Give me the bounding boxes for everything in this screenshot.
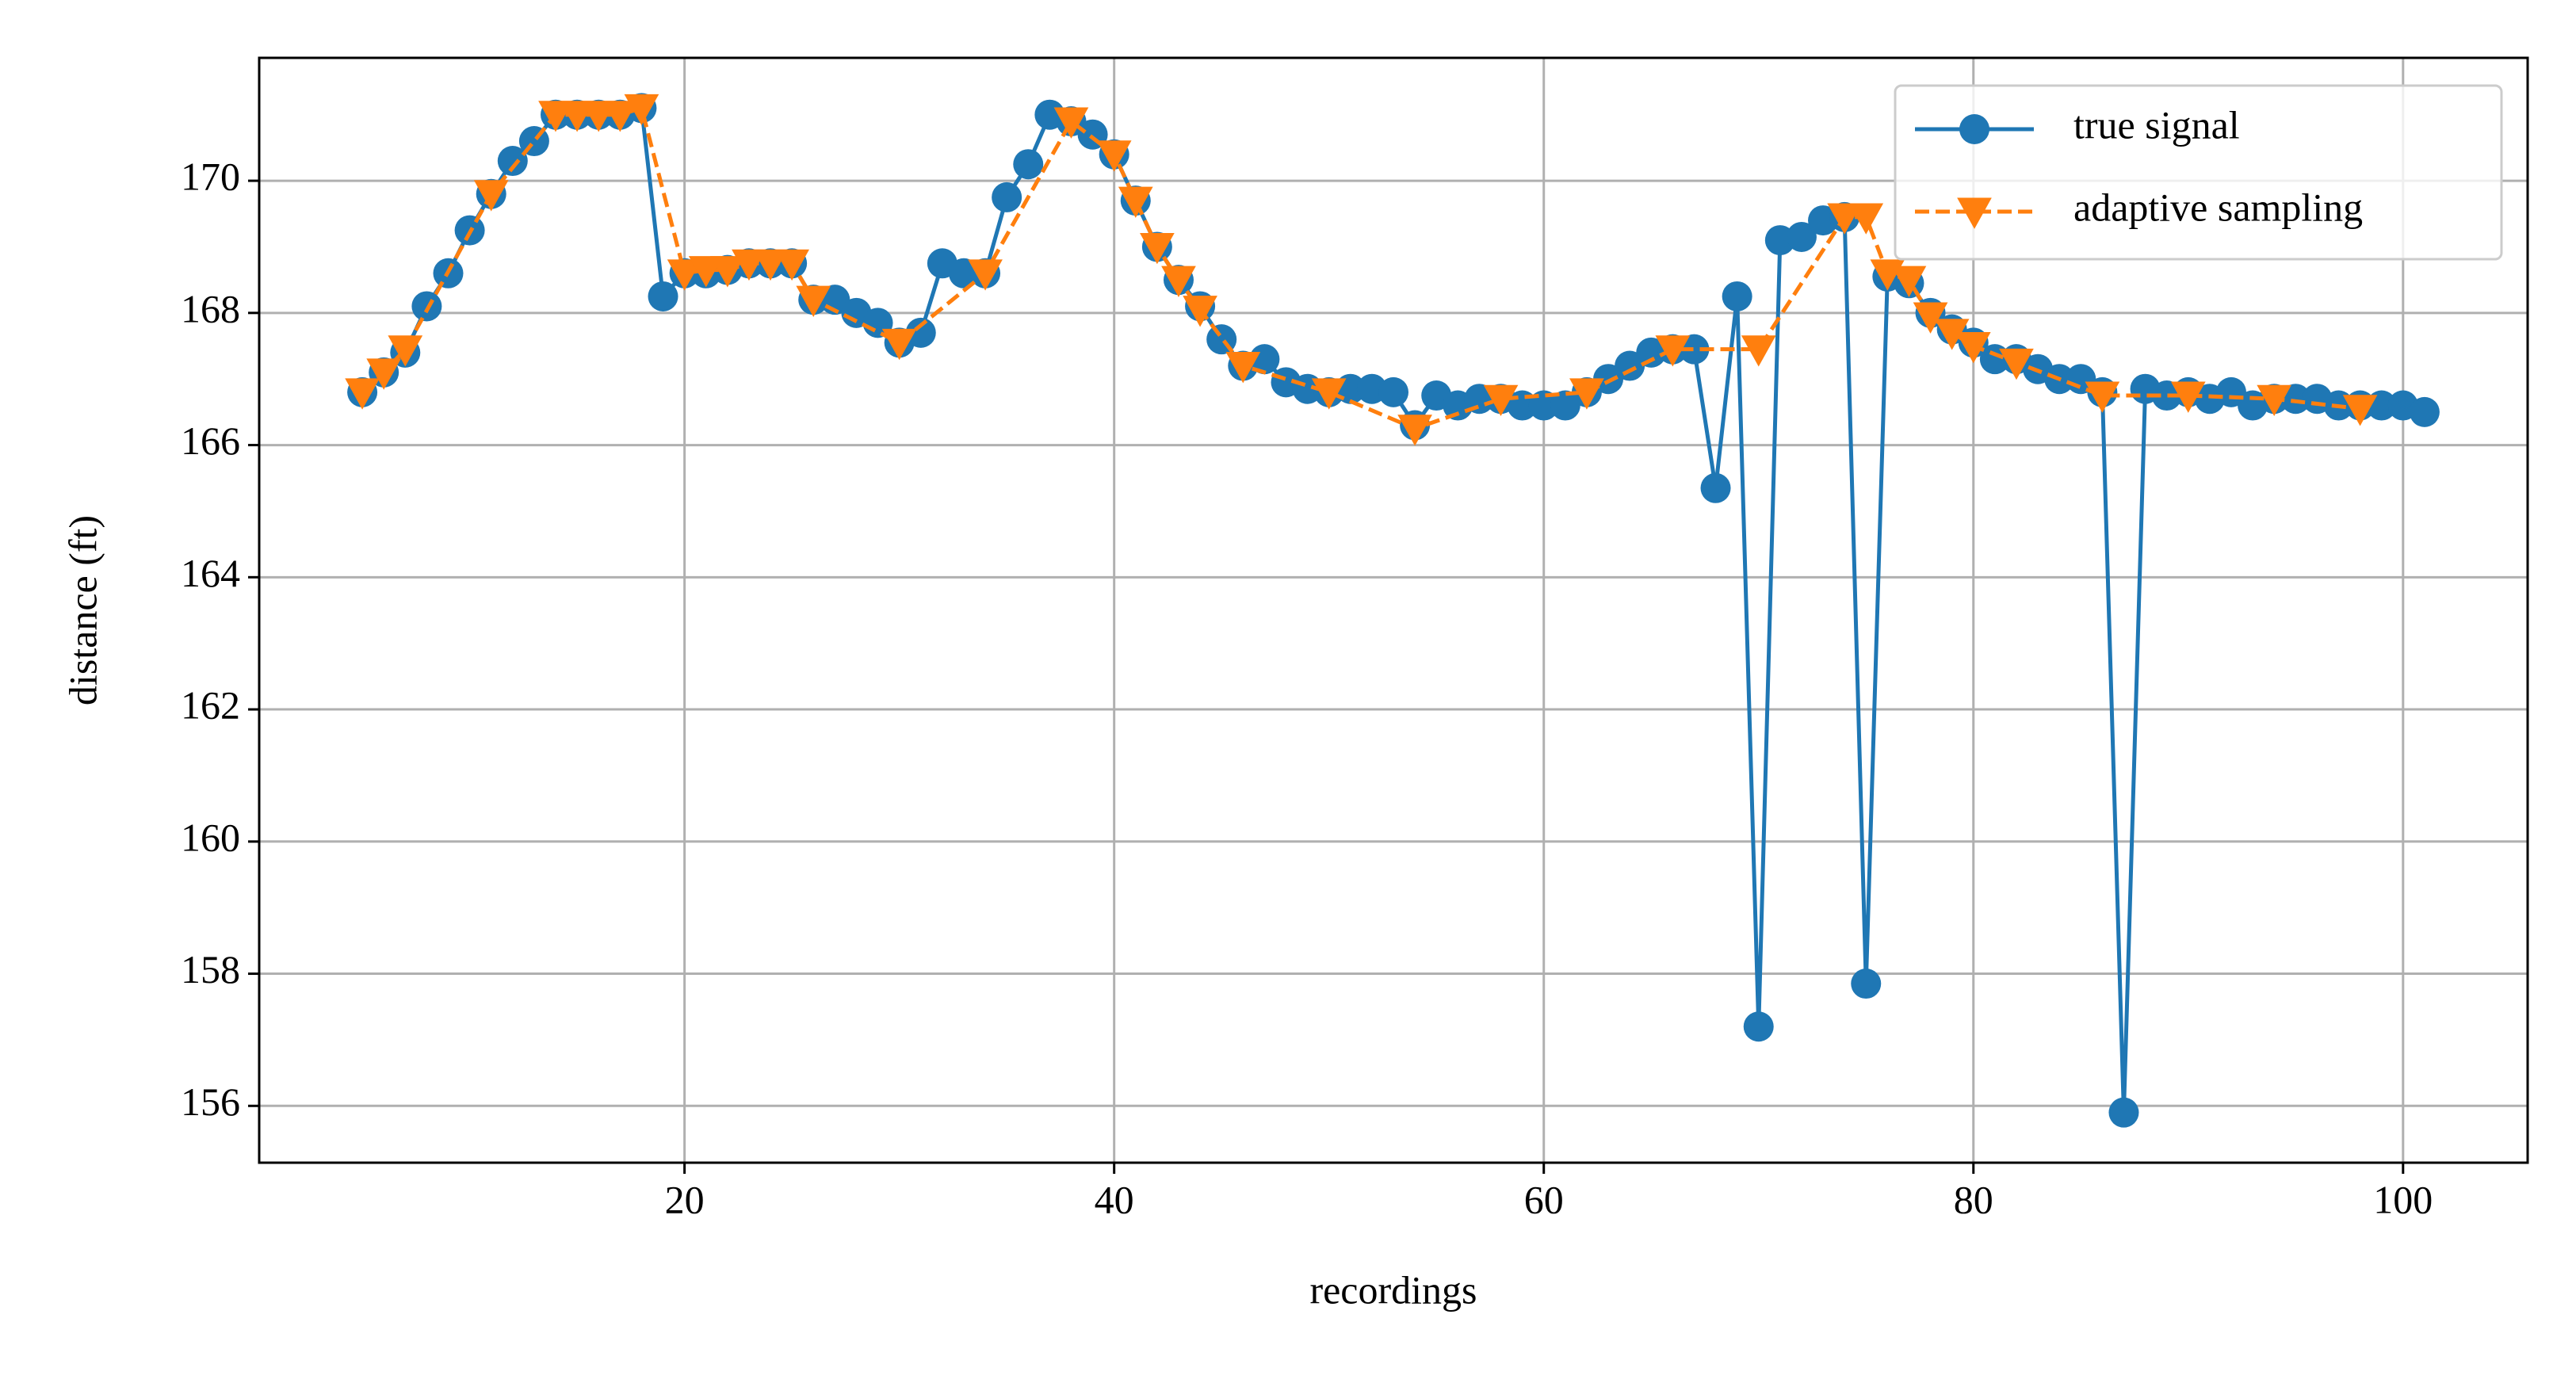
- point: [2085, 381, 2120, 413]
- point: [992, 181, 1022, 212]
- point: [1999, 348, 2034, 380]
- point: [1053, 107, 1089, 139]
- legend-label: adaptive sampling: [2073, 185, 2363, 229]
- point: [1593, 364, 1624, 395]
- point: [796, 285, 831, 317]
- legend-box: [1894, 84, 2503, 261]
- y-tick-label: 162: [181, 683, 240, 728]
- point: [2257, 384, 2292, 417]
- point: [1397, 415, 1432, 446]
- point: [345, 378, 380, 410]
- point: [1013, 149, 1044, 180]
- point: [1550, 390, 1580, 421]
- point: [667, 259, 702, 291]
- y-tick-label: 158: [181, 947, 240, 992]
- x-axis-label: recordings: [1309, 1267, 1477, 1312]
- point: [1464, 384, 1495, 415]
- point: [2409, 396, 2440, 427]
- point: [602, 101, 638, 132]
- point: [1934, 319, 1970, 350]
- point: [1722, 281, 1752, 311]
- point: [411, 291, 442, 322]
- point: [2280, 384, 2311, 415]
- x-tick-label: 80: [1954, 1177, 1993, 1221]
- point: [1483, 384, 1519, 417]
- point: [1161, 266, 1196, 297]
- point: [1743, 1011, 1774, 1042]
- point: [2170, 381, 2206, 413]
- x-tick-label: 20: [665, 1177, 705, 1221]
- point: [905, 317, 936, 348]
- y-tick-label: 156: [181, 1079, 240, 1124]
- point: [1249, 344, 1280, 375]
- point: [1851, 969, 1882, 999]
- y-tick-label: 166: [181, 418, 240, 463]
- point: [1891, 266, 1927, 297]
- point: [881, 328, 917, 361]
- point: [1140, 232, 1175, 265]
- point: [1615, 350, 1645, 381]
- point: [1225, 352, 1261, 384]
- point: [2108, 1097, 2139, 1128]
- y-tick-label: 160: [181, 815, 240, 859]
- point: [2215, 376, 2246, 407]
- y-tick-label: 170: [181, 155, 240, 199]
- point: [774, 249, 809, 281]
- x-tick-label: 100: [2373, 1177, 2433, 1221]
- point: [366, 358, 402, 390]
- y-tick-label: 164: [181, 551, 240, 595]
- legend-label: true signal: [2073, 102, 2240, 147]
- point: [1118, 186, 1153, 218]
- legend-marker: [1959, 114, 1989, 144]
- point: [1741, 335, 1776, 367]
- plot-frame: [258, 56, 2529, 1164]
- x-tick-label: 40: [1095, 1177, 1134, 1221]
- point: [1955, 332, 1991, 364]
- point: [1311, 378, 1347, 410]
- y-tick-label: 168: [181, 286, 240, 331]
- point: [968, 259, 1003, 291]
- point: [1913, 302, 1948, 334]
- point: [1096, 140, 1132, 172]
- point: [1679, 334, 1710, 365]
- point: [709, 256, 745, 288]
- point: [473, 180, 509, 212]
- point: [648, 281, 678, 311]
- x-tick-label: 60: [1524, 1177, 1564, 1221]
- legend-marker: [1957, 197, 1992, 229]
- point: [1786, 221, 1817, 252]
- point: [1700, 472, 1731, 503]
- point: [388, 335, 423, 367]
- point: [1569, 378, 1604, 410]
- point: [2342, 395, 2378, 426]
- point: [497, 146, 528, 177]
- point: [1183, 296, 1217, 327]
- point: [624, 94, 659, 126]
- y-axis-label: distance (ft): [60, 515, 105, 705]
- point: [1655, 335, 1691, 367]
- point: [1378, 376, 1408, 407]
- point: [1848, 203, 1884, 235]
- point: [948, 258, 979, 288]
